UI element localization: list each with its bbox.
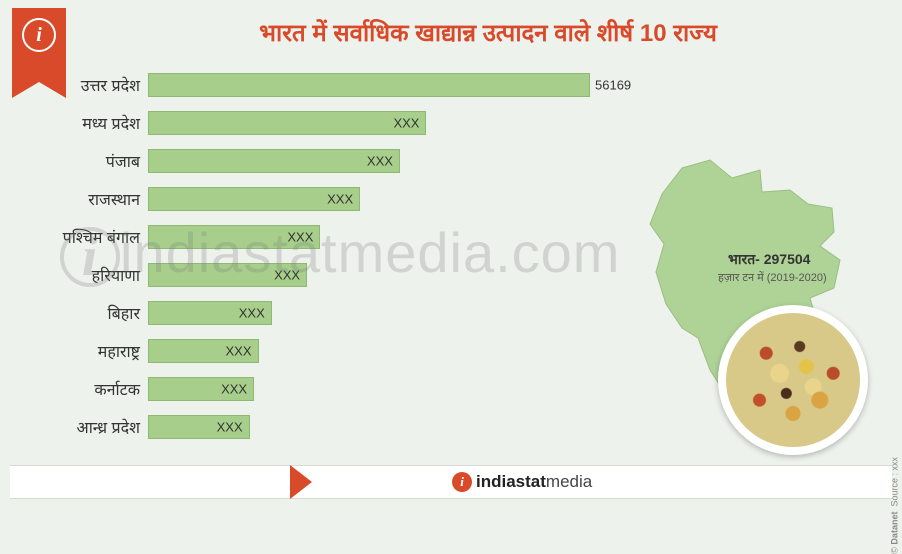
bar: XXX [148, 149, 400, 173]
credit-datanet: Datanet [890, 512, 900, 545]
bar-track: XXX [148, 301, 590, 325]
chart-row: आन्ध्र प्रदेश XXX [30, 408, 590, 446]
chart-row: पंजाब XXX [30, 142, 590, 180]
bar-track: XXX [148, 111, 590, 135]
footer-logo: i indiastatmedia [452, 472, 592, 492]
bar-track: XXX [148, 149, 590, 173]
row-label: पश्चिम बंगाल [30, 226, 148, 248]
bar-value: XXX [225, 344, 251, 359]
bar-value: 56169 [595, 78, 631, 93]
footer-chevron-icon [290, 465, 312, 499]
bar-value: XXX [239, 306, 265, 321]
row-label: आन्ध्र प्रदेश [30, 416, 148, 438]
bar: XXX [148, 339, 259, 363]
map-unit-label: हज़ार टन में (2019-2020) [718, 270, 827, 285]
bar-chart: उत्तर प्रदेश56169मध्य प्रदेशXXXपंजाबXXXर… [30, 66, 590, 446]
bar-value: XXX [274, 268, 300, 283]
bar-track: XXX [148, 377, 590, 401]
footer-logo-text: indiastatmedia [476, 472, 592, 492]
chart-row: पश्चिम बंगाल XXX [30, 218, 590, 256]
row-label: महाराष्ट्र [30, 340, 148, 362]
chart-row: उत्तर प्रदेश56169 [30, 66, 590, 104]
footer-logo-icon: i [452, 472, 472, 492]
row-label: मध्य प्रदेश [30, 112, 148, 134]
chart-row: मध्य प्रदेश XXX [30, 104, 590, 142]
grain-bowl-image [718, 305, 868, 455]
bar: XXX [148, 225, 320, 249]
bar-value: XXX [221, 382, 247, 397]
map-total-label: भारत- 297504 [728, 250, 810, 269]
chart-row: बिहार XXX [30, 294, 590, 332]
bar-value: XXX [217, 420, 243, 435]
bar: XXX [148, 263, 307, 287]
row-label: हरियाणा [30, 264, 148, 286]
title-bar: भारत में सर्वाधिक खाद्यान्न उत्पादन वाले… [84, 16, 892, 49]
bar-track: XXX [148, 339, 590, 363]
bar-value: XXX [393, 116, 419, 131]
bar-track: XXX [148, 225, 590, 249]
footer-bar: i indiastatmedia [10, 465, 892, 499]
credit-source: Source : xxx [890, 457, 900, 507]
bar-value: XXX [287, 230, 313, 245]
footer-brand-bold: indiastat [476, 472, 546, 491]
bar-track: XXX [148, 415, 590, 439]
chart-row: महाराष्ट्र XXX [30, 332, 590, 370]
chart-row: कर्नाटक XXX [30, 370, 590, 408]
bar: XXX [148, 377, 254, 401]
bar: XXX [148, 301, 272, 325]
chart-row: राजस्थान XXX [30, 180, 590, 218]
side-credits: © Datanet Source : xxx [890, 457, 900, 554]
info-icon: i [22, 18, 56, 52]
grain-bowl-fill [726, 313, 860, 447]
row-label: बिहार [30, 302, 148, 324]
bar-track: 56169 [148, 73, 590, 97]
bar: XXX [148, 111, 426, 135]
bar: XXX [148, 415, 250, 439]
bar-value: XXX [367, 154, 393, 169]
bar: XXX [148, 187, 360, 211]
row-label: उत्तर प्रदेश [30, 74, 148, 96]
page-title: भारत में सर्वाधिक खाद्यान्न उत्पादन वाले… [84, 16, 892, 49]
row-label: कर्नाटक [30, 378, 148, 400]
bar-track: XXX [148, 263, 590, 287]
bar: 56169 [148, 73, 590, 97]
row-label: राजस्थान [30, 188, 148, 210]
bar-value: XXX [327, 192, 353, 207]
row-label: पंजाब [30, 150, 148, 172]
bar-track: XXX [148, 187, 590, 211]
footer-brand-rest: media [546, 472, 592, 491]
chart-row: हरियाणा XXX [30, 256, 590, 294]
